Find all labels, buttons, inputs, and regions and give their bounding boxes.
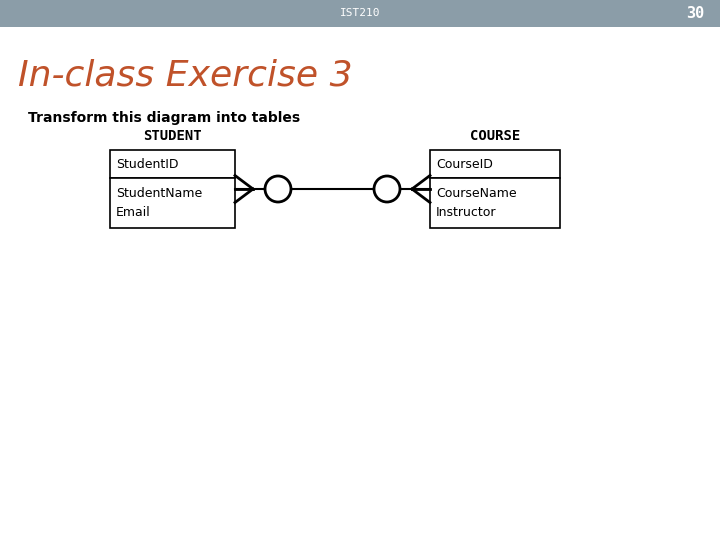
FancyBboxPatch shape [430, 150, 560, 178]
Text: CourseID: CourseID [436, 158, 493, 171]
Text: StudentName
Email: StudentName Email [116, 187, 202, 219]
FancyBboxPatch shape [0, 0, 720, 27]
Text: 30: 30 [686, 6, 704, 21]
FancyBboxPatch shape [110, 178, 235, 228]
FancyBboxPatch shape [430, 178, 560, 228]
Text: IST210: IST210 [340, 9, 380, 18]
Text: COURSE: COURSE [470, 129, 520, 143]
Text: Transform this diagram into tables: Transform this diagram into tables [28, 111, 300, 125]
Text: StudentID: StudentID [116, 158, 179, 171]
FancyBboxPatch shape [110, 150, 235, 178]
Text: In-class Exercise 3: In-class Exercise 3 [18, 58, 353, 92]
Text: CourseName
Instructor: CourseName Instructor [436, 187, 517, 219]
Text: STUDENT: STUDENT [143, 129, 202, 143]
